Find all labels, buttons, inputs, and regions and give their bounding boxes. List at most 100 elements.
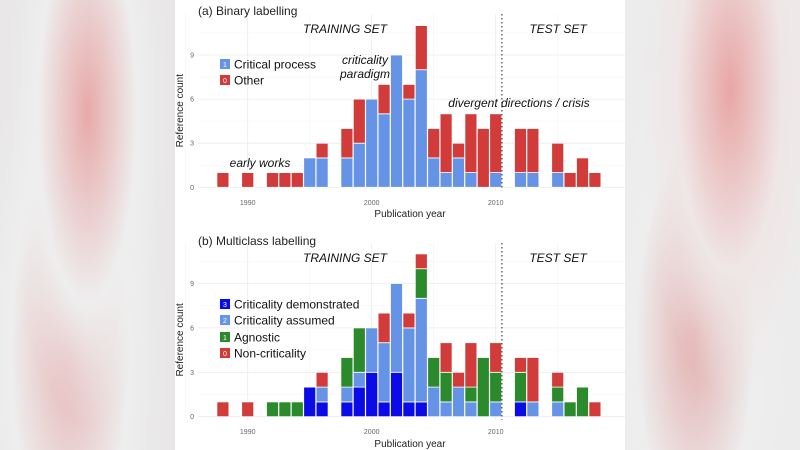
bar-segment-3-1999 <box>352 386 366 418</box>
bar-segment-1-1992 <box>266 401 279 418</box>
bar-segment-0-2006 <box>439 113 453 174</box>
x-tick-label: 1990 <box>240 429 256 436</box>
bar-segment-2-2008 <box>464 401 478 418</box>
bar-segment-1-1999 <box>352 142 366 188</box>
bar-segment-1-1998 <box>340 357 354 388</box>
x-tick-label: 2000 <box>364 429 380 436</box>
bar-segment-2-2006 <box>439 401 453 418</box>
bar-segment-1-1998 <box>340 157 354 188</box>
bar-segment-2-2007 <box>452 386 465 418</box>
bar-segment-0-1993 <box>278 172 292 188</box>
bar-segment-0-2004 <box>414 253 428 270</box>
bar-segment-1-2010 <box>489 371 503 403</box>
bar-segment-3-2002 <box>390 371 403 418</box>
bar-segment-0-2003 <box>402 84 416 100</box>
x-tick-label: 1990 <box>240 200 256 207</box>
bar-segment-0-1990 <box>241 172 255 188</box>
legend-label: Criticality assumed <box>234 314 335 328</box>
bar-segment-0-2006 <box>439 342 453 373</box>
bar-segment-1-2013 <box>526 172 540 188</box>
test-set-label: TEST SET <box>529 22 588 36</box>
bar-segment-2-1998 <box>340 386 354 403</box>
bar-segment-0-1994 <box>290 172 304 188</box>
bar-segment-2-1996 <box>315 386 329 403</box>
bar-segment-2-2004 <box>414 297 428 403</box>
bar-segment-1-2006 <box>439 371 453 403</box>
x-tick-label: 2000 <box>364 200 380 207</box>
legend-code: 2 <box>223 318 227 325</box>
bar-segment-0-2001 <box>377 84 391 115</box>
bar-segment-0-1996 <box>315 142 329 159</box>
y-tick-label: 9 <box>190 53 194 60</box>
bar-segment-3-2012 <box>514 401 527 418</box>
bar-segment-1-2005 <box>427 357 441 388</box>
bar-segment-1-1999 <box>352 327 366 373</box>
bar-segment-2-1999 <box>352 371 366 388</box>
bar-segment-0-2010 <box>489 113 503 174</box>
bar-segment-1-2012 <box>514 371 527 403</box>
x-axis-label: Publication year <box>374 439 446 450</box>
bar-segment-0-1996 <box>315 371 329 388</box>
bar-segment-1-2002 <box>390 54 403 188</box>
annotation-paradigm: paradigm <box>339 67 390 81</box>
bar-segment-0-2016 <box>563 172 577 188</box>
y-axis-label: Reference count <box>175 74 186 148</box>
legend-code: 1 <box>223 335 227 342</box>
legend-code: 1 <box>223 62 227 69</box>
y-tick-label: 6 <box>190 97 194 104</box>
bar-segment-3-1998 <box>340 401 354 418</box>
legend-swatch <box>220 299 230 309</box>
bar-segment-0-2003 <box>402 312 416 329</box>
bar-segment-2-2005 <box>427 386 441 418</box>
bar-segment-3-1996 <box>315 401 329 418</box>
blurred-background-right <box>625 0 800 450</box>
legend-swatch <box>220 348 230 358</box>
bar-segment-0-2004 <box>414 25 428 71</box>
chart-title: (b) Multiclass labelling <box>198 234 316 248</box>
bar-segment-1-2016 <box>563 401 577 418</box>
legend-label: Agnostic <box>234 331 280 345</box>
blurred-background-left <box>0 0 175 450</box>
bar-segment-0-2015 <box>551 142 565 173</box>
legend-code: 0 <box>223 78 227 85</box>
bar-segment-1-2010 <box>489 172 503 188</box>
bar-segment-1-2005 <box>427 157 441 188</box>
bar-segment-2-2010 <box>489 401 503 418</box>
bar-segment-0-2013 <box>526 357 540 403</box>
annotation-divergent-directions: divergent directions / crisis <box>448 96 589 110</box>
legend-swatch <box>220 332 230 342</box>
bar-segment-0-2012 <box>514 357 527 373</box>
bar-segment-3-2001 <box>377 401 391 418</box>
legend-code: 0 <box>223 351 227 358</box>
bar-segment-0-2017 <box>576 157 589 188</box>
bar-segment-3-2004 <box>414 401 428 418</box>
bar-segment-2-2015 <box>551 401 565 418</box>
bar-segment-1-2015 <box>551 172 565 188</box>
bar-segment-1-1996 <box>315 157 329 188</box>
legend-label: Non-criticality <box>234 347 306 361</box>
bar-segment-0-2007 <box>452 142 465 159</box>
bar-segment-0-1988 <box>216 401 230 418</box>
bar-segment-1-1995 <box>303 157 317 188</box>
bar-segment-0-1998 <box>340 128 354 159</box>
bar-segment-0-2010 <box>489 342 503 373</box>
bar-segment-2-2002 <box>390 283 403 373</box>
x-tick-label: 2010 <box>488 200 504 207</box>
y-tick-label: 3 <box>190 370 194 377</box>
bar-segment-0-2001 <box>377 312 391 344</box>
bar-segment-2-2001 <box>377 342 391 403</box>
bar-segment-1-2017 <box>576 386 589 418</box>
legend-swatch <box>220 59 230 69</box>
y-tick-label: 6 <box>190 325 194 332</box>
bar-segment-0-2012 <box>514 128 527 173</box>
annotation-early-works: early works <box>230 156 291 170</box>
bar-segment-0-2007 <box>452 371 465 388</box>
bar-segment-0-2013 <box>526 128 540 173</box>
bar-segment-1-2015 <box>551 386 565 403</box>
bar-segment-1-2001 <box>377 113 391 188</box>
training-set-label: TRAINING SET <box>303 22 389 36</box>
bar-segment-0-2009 <box>476 128 490 188</box>
legend-label: Other <box>234 74 264 88</box>
bar-segment-2-2000 <box>365 327 379 373</box>
